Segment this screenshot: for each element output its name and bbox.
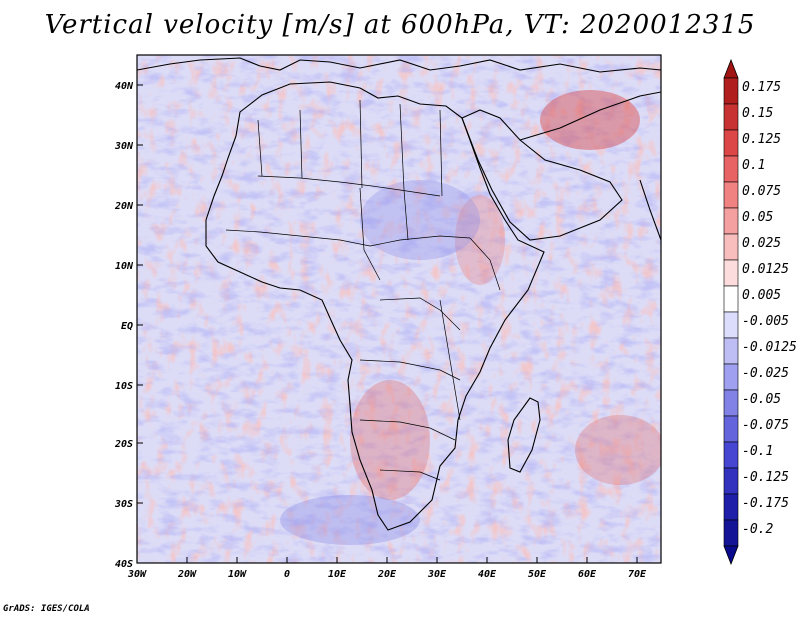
colorbar-swatch xyxy=(723,519,739,547)
colorbar-bottom-extension xyxy=(723,545,739,566)
lat-tick-label: 30N xyxy=(114,141,134,152)
lon-tick-label: 30W xyxy=(127,569,147,580)
lat-tick-label: 40S xyxy=(115,559,133,570)
africa-coastline xyxy=(205,81,545,531)
lon-tick-label: 50E xyxy=(528,569,547,580)
arabia-coastline xyxy=(461,109,623,241)
lon-tick-label: 20W xyxy=(177,569,197,580)
longitude-axis: 30W 20W 10W 0 10E 20E 30E 40E 50E 60E 70… xyxy=(127,569,647,580)
coastlines xyxy=(137,57,661,531)
plot-frame xyxy=(136,54,662,564)
colorbar-swatch xyxy=(723,441,739,469)
colorbar-swatch xyxy=(723,363,739,391)
colorbar-swatch xyxy=(723,155,739,183)
lat-tick-label: 20N xyxy=(114,201,134,212)
colorbar-label: -0.125 xyxy=(742,470,789,485)
lon-tick-label: 10W xyxy=(228,569,247,580)
lon-tick-label: 60E xyxy=(578,569,597,580)
colorbar-label: -0.075 xyxy=(742,418,789,433)
colorbar-label: -0.175 xyxy=(742,496,789,511)
lon-tick-label: 70E xyxy=(628,569,647,580)
colorbar-swatch xyxy=(723,389,739,417)
india-coastline xyxy=(639,179,661,241)
colorbar-label: 0.0125 xyxy=(742,262,789,277)
lat-tick-label: 10S xyxy=(115,381,133,392)
chart-title: Vertical velocity [m/s] at 600hPa, VT: 2… xyxy=(44,10,756,40)
colorbar-swatch xyxy=(723,259,739,287)
southern-africa-updraft-patch xyxy=(350,380,430,500)
lon-tick-label: 40E xyxy=(478,569,497,580)
colorbar-swatch xyxy=(723,493,739,521)
colorbar-label: 0.05 xyxy=(742,210,773,225)
colorbar-swatch xyxy=(723,181,739,209)
colorbar: 0.175 0.15 0.125 0.1 0.075 0.05 0.025 0.0125 0.0… xyxy=(723,58,797,566)
sahara-downdraft-patch xyxy=(360,180,480,260)
colorbar-label: 0.075 xyxy=(742,184,781,199)
colorbar-label: 0.175 xyxy=(742,80,781,95)
colorbar-swatch xyxy=(723,285,739,313)
madagascar-coastline xyxy=(507,397,541,473)
lon-tick-label: 10E xyxy=(328,569,347,580)
colorbar-label: 0.1 xyxy=(742,158,765,173)
colorbar-label: -0.05 xyxy=(742,392,781,407)
colorbar-label: -0.005 xyxy=(742,314,789,329)
colorbar-swatch xyxy=(723,103,739,131)
credit-text: GrADS: IGES/COLA xyxy=(3,604,90,614)
colorbar-swatch xyxy=(723,337,739,365)
south-atlantic-downdraft-patch xyxy=(280,495,420,545)
colorbar-label: -0.2 xyxy=(742,522,773,537)
colorbar-label: 0.15 xyxy=(742,106,773,121)
lat-tick-label: 30S xyxy=(114,499,133,510)
lon-tick-label: 0 xyxy=(284,569,290,580)
latitude-axis: 40N 30N 20N 10N EQ 10S 20S 30S 40S xyxy=(114,81,134,570)
europe-coastline xyxy=(137,57,661,73)
ethiopia-updraft-patch xyxy=(455,195,505,285)
colorbar-swatch xyxy=(723,233,739,261)
colorbar-swatch xyxy=(723,207,739,235)
lon-tick-label: 30E xyxy=(427,569,447,580)
lat-tick-label: 10N xyxy=(115,261,134,272)
colorbar-label: 0.025 xyxy=(742,236,781,251)
velocity-field xyxy=(137,55,661,563)
axis-ticks xyxy=(137,84,638,563)
colorbar-swatch xyxy=(723,129,739,157)
lon-tick-label: 20E xyxy=(377,569,397,580)
country-borders xyxy=(225,99,501,481)
colorbar-top-extension xyxy=(723,58,739,79)
colorbar-swatch xyxy=(723,77,739,105)
colorbar-swatch xyxy=(723,415,739,443)
lat-tick-label: 40N xyxy=(115,81,134,92)
colorbar-label: 0.005 xyxy=(742,288,781,303)
iran-updraft-patch xyxy=(540,90,640,150)
lat-tick-label: EQ xyxy=(121,321,133,332)
colorbar-swatch xyxy=(723,467,739,495)
colorbar-label: -0.1 xyxy=(742,444,773,459)
indian-ocean-updraft-patch xyxy=(575,415,661,485)
colorbar-label: 0.125 xyxy=(742,132,781,147)
colorbar-label: -0.025 xyxy=(742,366,789,381)
lat-tick-label: 20S xyxy=(114,439,133,450)
colorbar-label: -0.0125 xyxy=(742,340,797,355)
iran-coastline xyxy=(519,91,661,141)
colorbar-swatch xyxy=(723,311,739,339)
